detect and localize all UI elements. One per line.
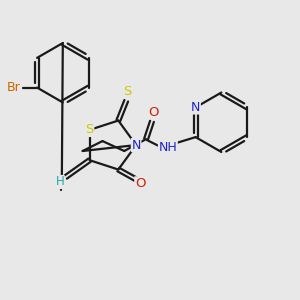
Text: S: S — [85, 123, 94, 136]
Text: N: N — [191, 101, 200, 114]
Text: H: H — [56, 176, 64, 188]
Text: S: S — [123, 85, 131, 98]
Text: O: O — [149, 106, 159, 119]
Text: N: N — [131, 139, 141, 152]
Text: O: O — [135, 177, 146, 190]
Text: NH: NH — [158, 140, 177, 154]
Text: Br: Br — [6, 81, 20, 94]
